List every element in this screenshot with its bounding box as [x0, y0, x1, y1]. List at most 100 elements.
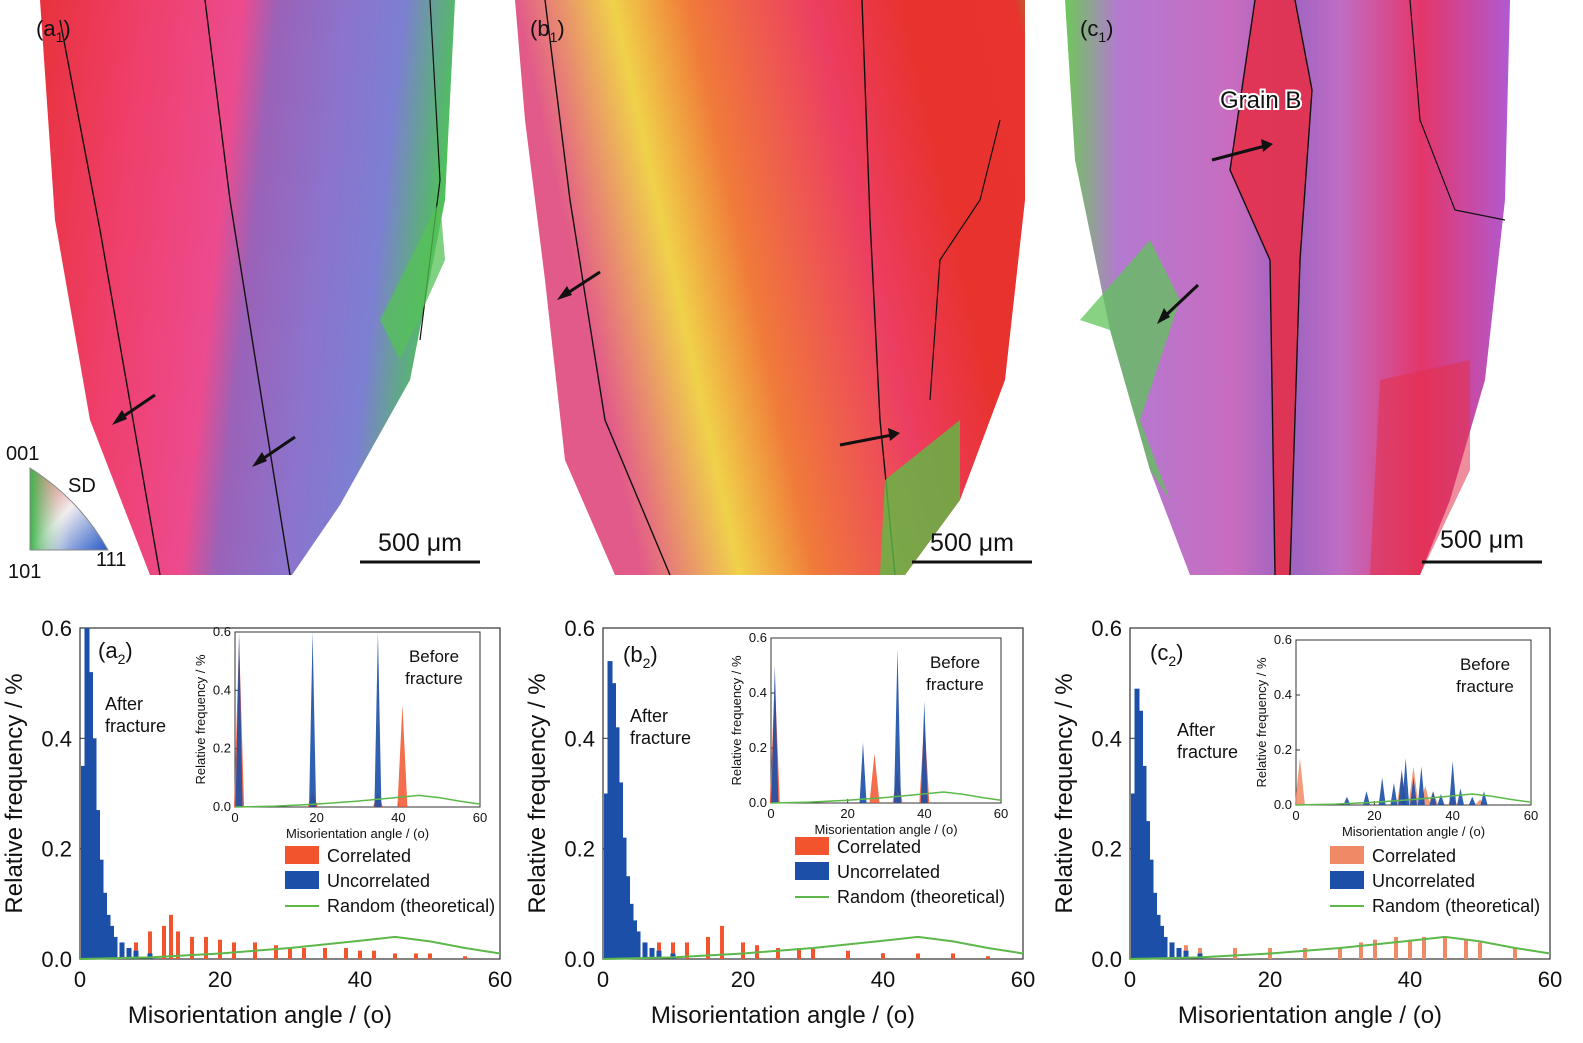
arrow — [112, 393, 156, 425]
key-label-101: 101 — [8, 561, 41, 583]
inset-bar-uncorrelated — [1449, 761, 1457, 805]
legend-label: Uncorrelated — [327, 871, 430, 891]
inset-bar-uncorrelated — [1402, 758, 1410, 805]
bar-uncorrelated — [604, 793, 609, 959]
inset-x-tick-label: 20 — [1367, 808, 1381, 823]
bar-correlated — [1394, 936, 1398, 959]
x-tick-label: 20 — [1258, 967, 1282, 992]
y-tick-label: 0.6 — [1091, 616, 1122, 641]
inset-y-tick-label: 0.4 — [1274, 687, 1292, 702]
y-tick-label: 0.6 — [564, 616, 595, 641]
bar-uncorrelated — [1138, 710, 1143, 959]
grain-b-label: Grain B — [1220, 87, 1301, 114]
bar-uncorrelated — [126, 947, 132, 959]
inset-bar-correlated — [1294, 758, 1305, 805]
arrow — [557, 270, 601, 300]
x-tick-label: 40 — [871, 967, 895, 992]
bar-correlated — [1233, 947, 1237, 959]
annotation-text: After — [630, 706, 668, 726]
bar-correlated — [148, 931, 152, 959]
series-random-line — [602, 935, 1024, 960]
bar-uncorrelated — [670, 953, 676, 959]
bar-correlated — [288, 947, 292, 959]
bar-correlated — [414, 953, 418, 959]
annotation-text: After — [105, 694, 143, 714]
ipf-map-c1: (c1) Grain B 500 μm — [1065, 0, 1542, 576]
inset-x-axis-label: Misorientation angle / (o) — [1342, 824, 1485, 839]
bar-correlated — [162, 925, 166, 959]
legend-swatch — [1330, 871, 1364, 889]
bar-correlated — [1513, 947, 1517, 959]
legend-swatch — [1330, 846, 1364, 864]
bar-uncorrelated — [649, 947, 655, 959]
x-axis-label: Misorientation angle / (o) — [651, 1002, 915, 1029]
bar-correlated — [951, 953, 955, 959]
inset-x-tick-label: 0 — [1292, 808, 1299, 823]
x-tick-label: 40 — [1398, 967, 1422, 992]
annotation-text: fracture — [105, 716, 166, 736]
ipf-map-a1: (a1) 500 μm — [36, 0, 480, 576]
chart-a2: 0 20 40 60 0.0 0.2 0.4 0.6 Misorientation angle … — [1, 616, 512, 1029]
y-tick-label: 0.0 — [1091, 947, 1122, 972]
y-tick-label: 0.4 — [1091, 726, 1122, 751]
arrow — [839, 428, 900, 447]
bar-correlated — [190, 936, 194, 959]
inset-bar-uncorrelated — [374, 632, 382, 807]
inset-bar-uncorrelated — [1468, 796, 1476, 805]
bar-uncorrelated — [109, 925, 114, 959]
x-tick-label: 0 — [597, 967, 609, 992]
inset-bar-uncorrelated — [1363, 791, 1370, 805]
inset-bar-uncorrelated — [1457, 788, 1464, 805]
inset-random-line — [234, 794, 481, 808]
bar-uncorrelated — [625, 876, 630, 959]
key-label-sd: SD — [68, 475, 96, 497]
inset-annotation: Before — [1460, 655, 1510, 674]
inset-y-tick-label: 0.4 — [213, 682, 231, 697]
inset-x-tick-label: 60 — [1524, 808, 1538, 823]
y-tick-label: 0.2 — [564, 837, 595, 862]
bar-uncorrelated — [1162, 936, 1168, 959]
scale-bar-label: 500 μm — [1440, 526, 1524, 554]
bar-uncorrelated — [607, 661, 613, 959]
bar-correlated — [811, 947, 815, 959]
x-tick-label: 20 — [208, 967, 232, 992]
bar-uncorrelated — [611, 683, 616, 959]
arrow — [1211, 139, 1273, 162]
bar-correlated — [881, 953, 885, 959]
bar-correlated — [218, 939, 222, 959]
bar-uncorrelated — [632, 920, 637, 959]
bar-uncorrelated — [656, 950, 662, 959]
bar-uncorrelated — [1145, 821, 1150, 959]
legend-swatch — [285, 846, 319, 864]
inset-annotation: fracture — [405, 669, 463, 688]
ipf-map-b1: (b1) 500 μm — [515, 0, 1032, 576]
bar-correlated — [372, 950, 376, 959]
inset-y-axis-label: Relative frequency / % — [193, 654, 208, 785]
bar-correlated — [1303, 947, 1307, 959]
inset-y-axis-label: Relative frequency / % — [1254, 657, 1269, 788]
bar-uncorrelated — [147, 953, 153, 959]
legend-label: Correlated — [837, 837, 921, 857]
bar-uncorrelated — [1134, 688, 1140, 959]
bar-correlated — [323, 947, 327, 959]
y-tick-label: 0.4 — [41, 726, 72, 751]
legend-label: Random (theoretical) — [327, 896, 495, 916]
inset-bar-uncorrelated — [1410, 777, 1417, 805]
inset-random-line — [1295, 793, 1532, 806]
bar-correlated — [393, 953, 397, 959]
bar-correlated — [274, 945, 278, 959]
bar-uncorrelated — [88, 672, 93, 959]
inset-annotation: fracture — [926, 675, 984, 694]
inset-bar-uncorrelated — [771, 665, 779, 803]
legend-swatch — [795, 862, 829, 880]
y-tick-label: 0.4 — [564, 726, 595, 751]
bar-uncorrelated — [618, 782, 623, 959]
panel-label: (b2) — [623, 642, 658, 671]
y-tick-label: 0.0 — [564, 947, 595, 972]
bar-uncorrelated — [1152, 892, 1157, 959]
bar-correlated — [1359, 942, 1363, 959]
panel-label-c1: (c1) — [1080, 16, 1113, 45]
annotation-text: fracture — [630, 728, 691, 748]
bar-correlated — [1478, 942, 1482, 959]
